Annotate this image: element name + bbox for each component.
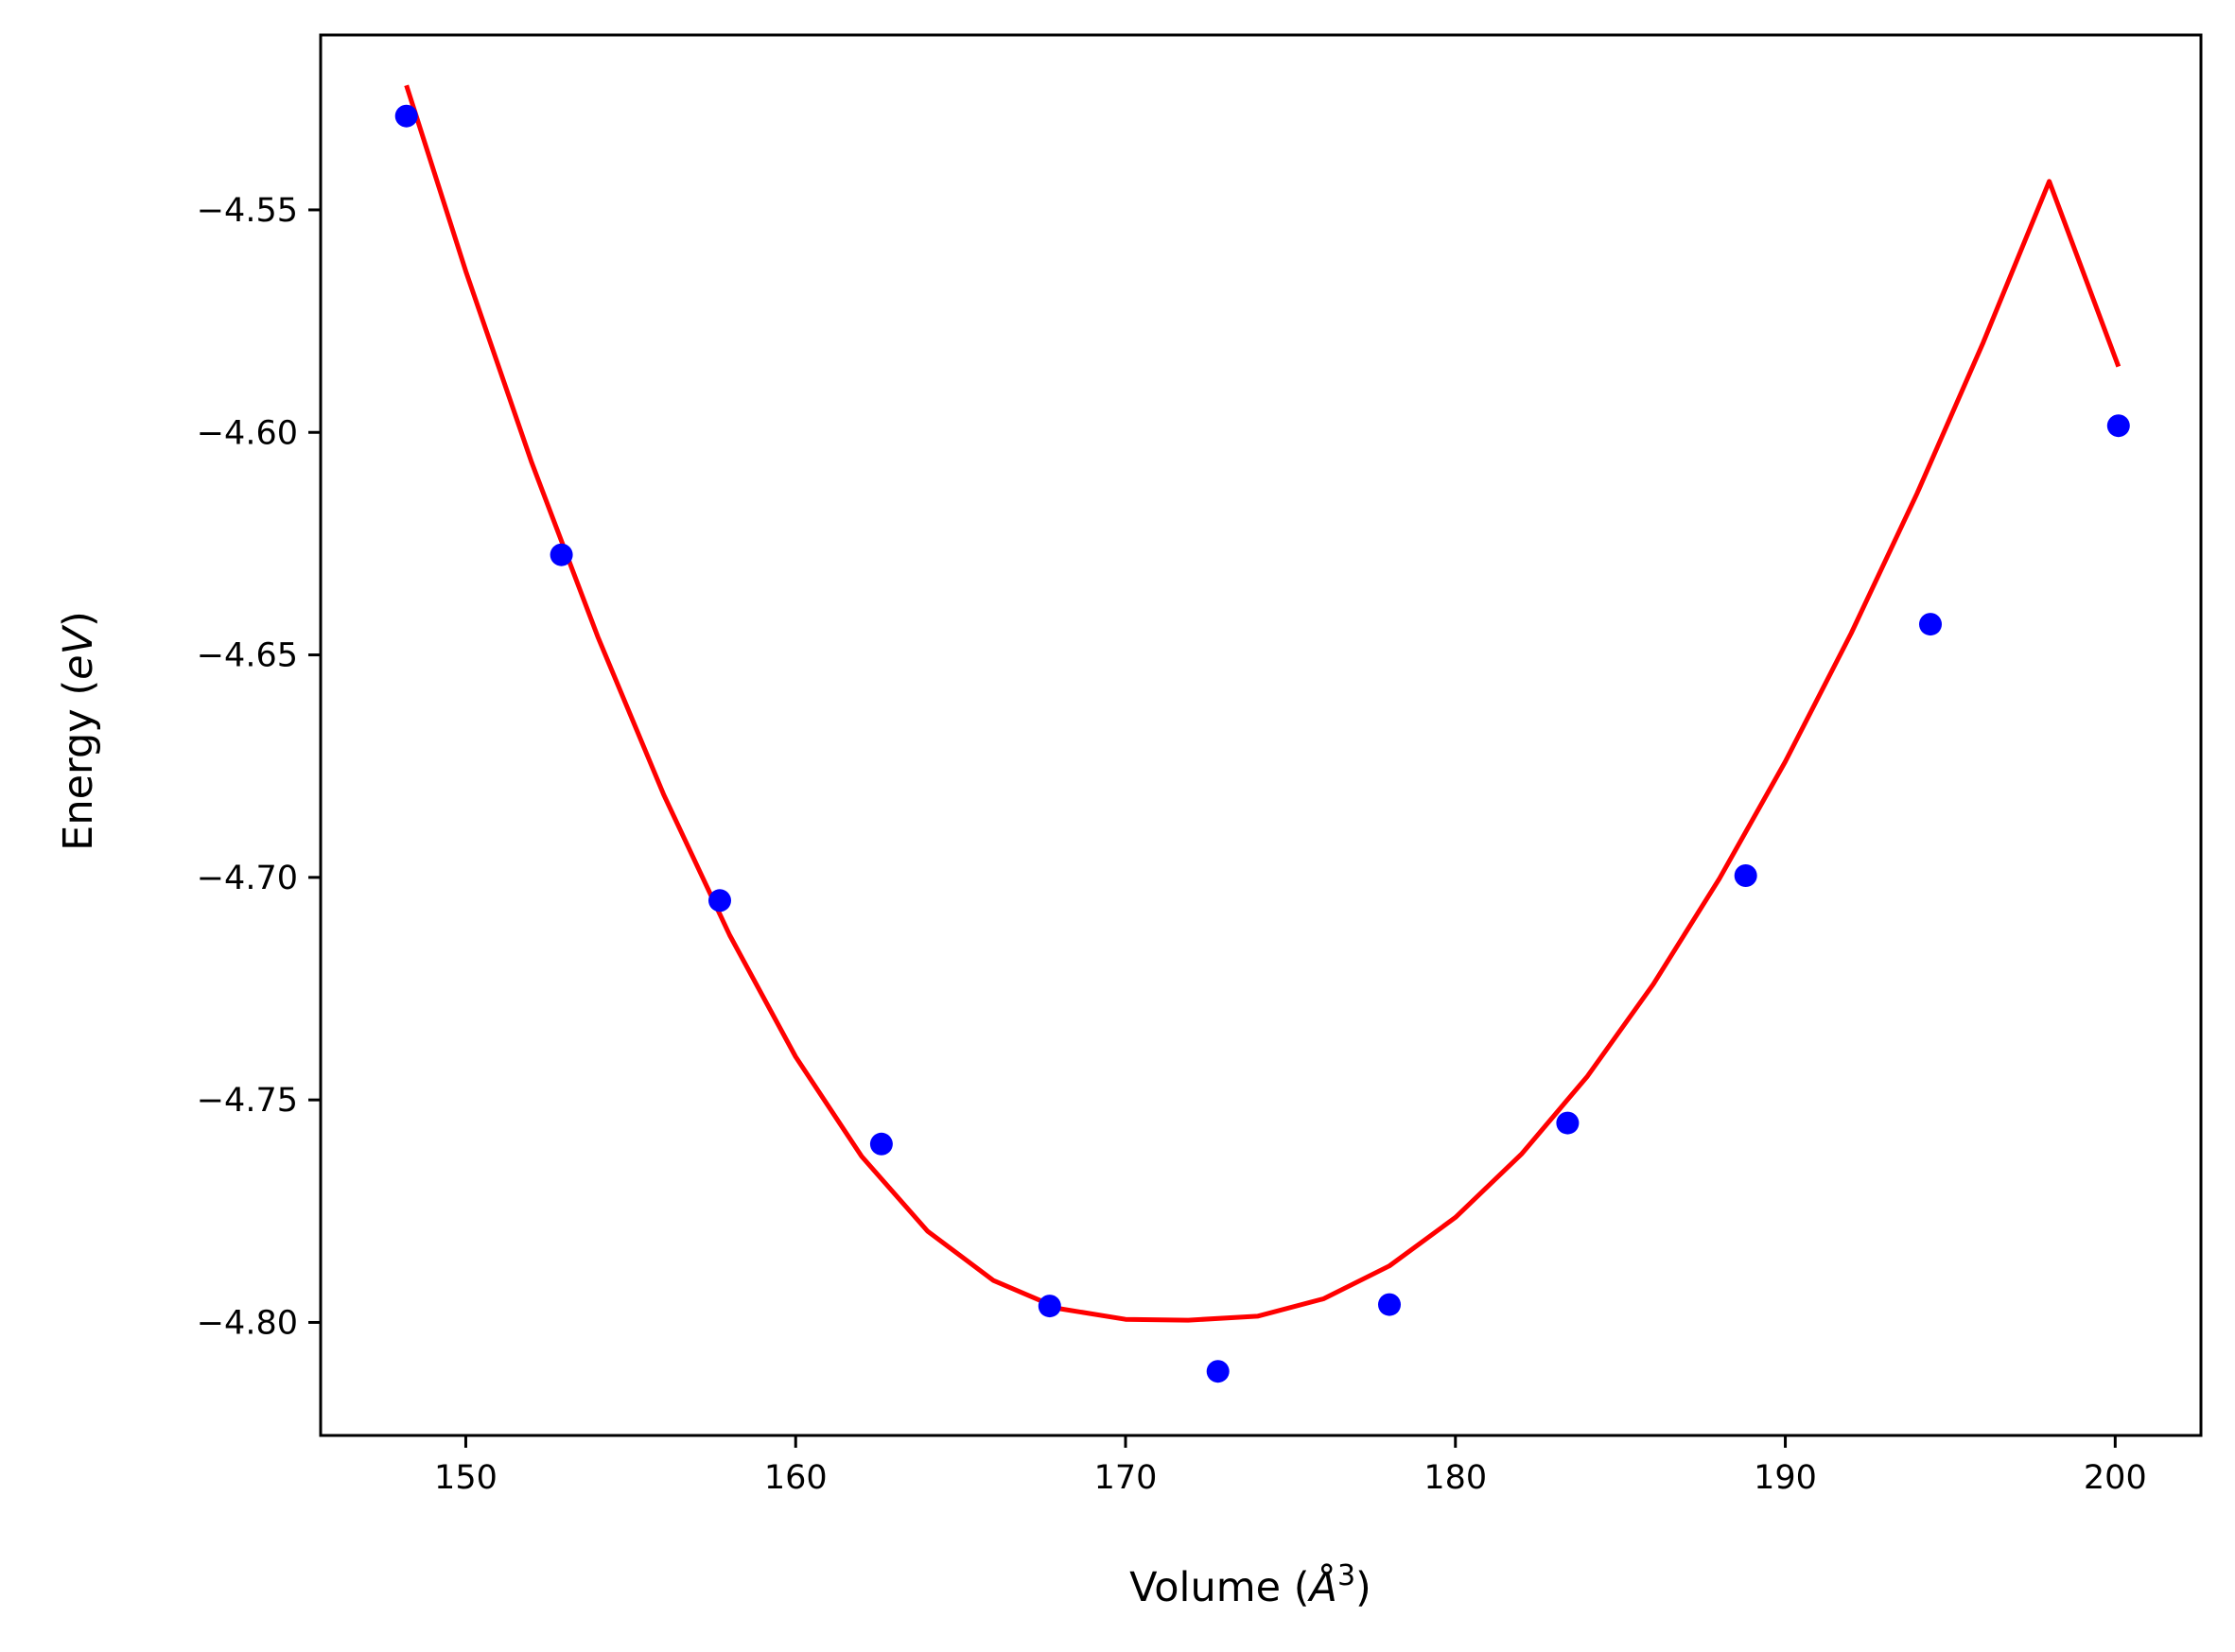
x-tick-label: 150 bbox=[434, 1459, 498, 1497]
data-point bbox=[708, 889, 731, 913]
data-point bbox=[2106, 414, 2130, 438]
data-point bbox=[869, 1132, 893, 1156]
y-axis-ticks: −4.55 −4.60 −4.65 −4.70 −4.75 −4.80 bbox=[197, 192, 321, 1342]
y-tick-label: −4.70 bbox=[197, 860, 298, 897]
data-point bbox=[1378, 1293, 1401, 1316]
x-tick-label: 200 bbox=[2084, 1459, 2147, 1497]
data-point bbox=[1734, 864, 1757, 887]
y-tick-label: −4.60 bbox=[197, 414, 298, 452]
data-points-layer bbox=[394, 104, 2130, 1383]
plot-frame bbox=[319, 33, 2203, 1437]
y-tick-label: −4.80 bbox=[197, 1304, 298, 1342]
x-tick-label: 160 bbox=[764, 1459, 828, 1497]
x-tick-label: 180 bbox=[1423, 1459, 1487, 1497]
x-tick-label: 190 bbox=[1754, 1459, 1817, 1497]
y-tick-label: −4.55 bbox=[197, 192, 298, 230]
data-point bbox=[550, 543, 573, 566]
data-point bbox=[1038, 1295, 1061, 1318]
y-axis-label: Energy (eV) bbox=[55, 611, 102, 851]
x-tick-label: 170 bbox=[1094, 1459, 1158, 1497]
y-tick-label: −4.75 bbox=[197, 1082, 298, 1120]
data-point bbox=[394, 104, 418, 128]
fit-line bbox=[404, 84, 2122, 1323]
data-point bbox=[1556, 1111, 1580, 1135]
fit-curve-layer bbox=[404, 84, 2122, 1323]
y-tick-label: −4.65 bbox=[197, 637, 298, 675]
x-axis-label: Volume (Å3) bbox=[1129, 1559, 1371, 1612]
data-point bbox=[1206, 1360, 1230, 1383]
x-axis-ticks: 150 160 170 180 190 200 bbox=[434, 1435, 2147, 1497]
data-point bbox=[1919, 613, 1942, 636]
